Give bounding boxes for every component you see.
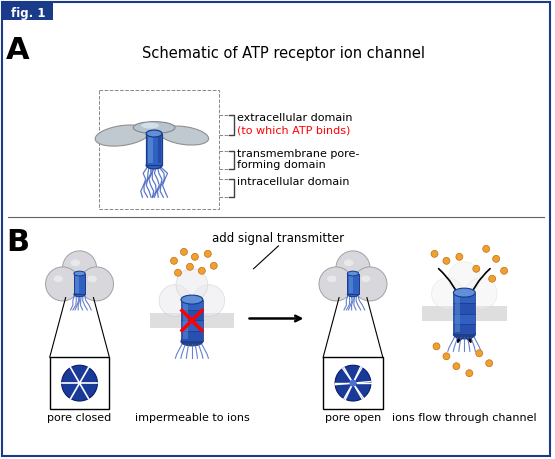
Ellipse shape bbox=[486, 360, 493, 367]
FancyBboxPatch shape bbox=[158, 136, 161, 164]
Text: pore open: pore open bbox=[325, 412, 381, 422]
FancyBboxPatch shape bbox=[181, 331, 203, 341]
FancyBboxPatch shape bbox=[456, 295, 460, 333]
FancyBboxPatch shape bbox=[2, 3, 550, 456]
Ellipse shape bbox=[95, 126, 149, 147]
Text: A: A bbox=[6, 36, 30, 65]
Ellipse shape bbox=[448, 262, 480, 294]
Ellipse shape bbox=[453, 330, 475, 339]
FancyBboxPatch shape bbox=[74, 274, 85, 295]
Ellipse shape bbox=[347, 272, 359, 276]
Ellipse shape bbox=[170, 258, 178, 265]
FancyBboxPatch shape bbox=[453, 324, 475, 335]
FancyBboxPatch shape bbox=[347, 274, 359, 295]
Ellipse shape bbox=[159, 127, 209, 146]
FancyBboxPatch shape bbox=[453, 293, 475, 303]
Text: add signal transmitter: add signal transmitter bbox=[213, 231, 345, 244]
FancyBboxPatch shape bbox=[3, 4, 53, 21]
Ellipse shape bbox=[350, 380, 356, 387]
Ellipse shape bbox=[186, 264, 193, 271]
Text: transmembrane pore-: transmembrane pore- bbox=[236, 149, 359, 159]
Ellipse shape bbox=[344, 260, 354, 267]
Ellipse shape bbox=[146, 162, 162, 169]
FancyBboxPatch shape bbox=[148, 136, 153, 164]
Ellipse shape bbox=[319, 267, 353, 301]
Ellipse shape bbox=[133, 123, 175, 134]
Ellipse shape bbox=[473, 266, 480, 273]
Ellipse shape bbox=[191, 254, 198, 261]
FancyBboxPatch shape bbox=[181, 321, 203, 331]
Ellipse shape bbox=[210, 263, 217, 270]
FancyBboxPatch shape bbox=[422, 306, 507, 322]
Text: forming domain: forming domain bbox=[236, 160, 325, 170]
Ellipse shape bbox=[465, 278, 497, 310]
Text: intracellular domain: intracellular domain bbox=[236, 177, 349, 187]
Ellipse shape bbox=[146, 131, 162, 138]
Ellipse shape bbox=[453, 363, 460, 370]
Ellipse shape bbox=[501, 268, 508, 274]
Text: Schematic of ATP receptor ion channel: Schematic of ATP receptor ion channel bbox=[142, 46, 425, 61]
Ellipse shape bbox=[88, 276, 97, 283]
FancyBboxPatch shape bbox=[453, 303, 475, 314]
Ellipse shape bbox=[493, 256, 500, 263]
FancyBboxPatch shape bbox=[181, 300, 203, 310]
Ellipse shape bbox=[431, 251, 438, 258]
Ellipse shape bbox=[159, 285, 191, 317]
Ellipse shape bbox=[361, 276, 370, 283]
Text: impermeable to ions: impermeable to ions bbox=[134, 412, 249, 422]
Ellipse shape bbox=[489, 276, 496, 283]
Ellipse shape bbox=[204, 251, 211, 258]
Text: fig. 1: fig. 1 bbox=[11, 7, 45, 20]
Ellipse shape bbox=[433, 343, 440, 350]
FancyBboxPatch shape bbox=[181, 310, 203, 321]
Ellipse shape bbox=[63, 252, 97, 285]
Ellipse shape bbox=[141, 123, 159, 129]
Text: ions flow through channel: ions flow through channel bbox=[392, 412, 537, 422]
Ellipse shape bbox=[466, 370, 473, 377]
Ellipse shape bbox=[432, 278, 463, 310]
Ellipse shape bbox=[193, 285, 225, 317]
Ellipse shape bbox=[181, 337, 203, 346]
Ellipse shape bbox=[327, 276, 336, 283]
Ellipse shape bbox=[443, 258, 450, 265]
Ellipse shape bbox=[74, 292, 85, 297]
Ellipse shape bbox=[336, 252, 370, 285]
FancyBboxPatch shape bbox=[453, 314, 475, 324]
Ellipse shape bbox=[476, 350, 483, 357]
Ellipse shape bbox=[335, 365, 371, 401]
FancyBboxPatch shape bbox=[146, 134, 162, 166]
FancyBboxPatch shape bbox=[50, 358, 109, 409]
Ellipse shape bbox=[453, 289, 475, 297]
Ellipse shape bbox=[198, 268, 205, 274]
Ellipse shape bbox=[181, 296, 203, 304]
Ellipse shape bbox=[347, 292, 359, 297]
Ellipse shape bbox=[483, 246, 490, 253]
Text: pore closed: pore closed bbox=[47, 412, 112, 422]
Ellipse shape bbox=[456, 254, 463, 261]
Ellipse shape bbox=[180, 249, 188, 256]
Ellipse shape bbox=[443, 353, 450, 360]
Ellipse shape bbox=[62, 365, 98, 401]
Text: extracellular domain: extracellular domain bbox=[236, 112, 352, 123]
Ellipse shape bbox=[79, 267, 114, 301]
Text: (to which ATP binds): (to which ATP binds) bbox=[236, 125, 350, 135]
FancyBboxPatch shape bbox=[349, 275, 352, 293]
FancyBboxPatch shape bbox=[183, 302, 188, 340]
Ellipse shape bbox=[353, 267, 387, 301]
FancyBboxPatch shape bbox=[75, 275, 79, 293]
FancyBboxPatch shape bbox=[150, 313, 234, 329]
Ellipse shape bbox=[70, 260, 80, 267]
Ellipse shape bbox=[54, 276, 63, 283]
Ellipse shape bbox=[74, 272, 85, 276]
Text: B: B bbox=[6, 228, 29, 257]
Ellipse shape bbox=[174, 270, 181, 277]
Ellipse shape bbox=[176, 269, 208, 301]
Ellipse shape bbox=[46, 267, 79, 301]
FancyBboxPatch shape bbox=[323, 358, 383, 409]
